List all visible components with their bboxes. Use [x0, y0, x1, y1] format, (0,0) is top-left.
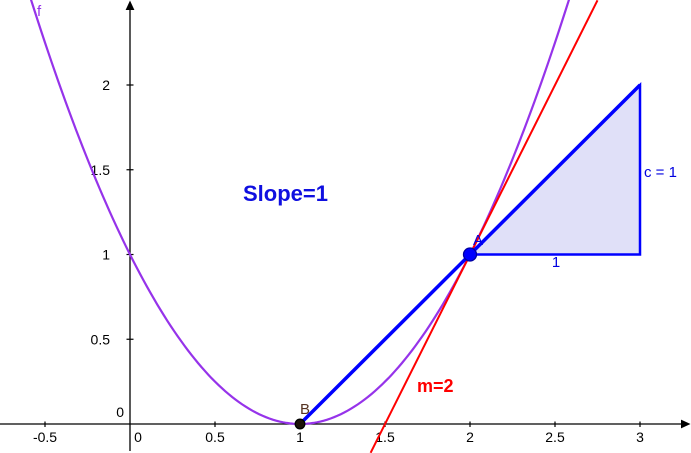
x-axis-tick-label: -0.5: [33, 429, 57, 445]
c-label: c = 1: [644, 164, 677, 181]
y-axis-tick-label: 0: [116, 404, 124, 420]
x-axis-arrowhead-icon: [681, 419, 691, 429]
y-axis-tick-label: 1: [102, 247, 110, 263]
x-axis-tick-label: 2: [466, 429, 474, 445]
f-label: f: [37, 3, 42, 20]
point-A[interactable]: [462, 247, 478, 262]
point-B-label: B: [300, 401, 310, 418]
shapes-layer: [18, 0, 642, 453]
x-axis-tick-label: 0.5: [205, 429, 225, 445]
x-axis-tick-label: 3: [636, 429, 644, 445]
x-axis-tick-label: 2.5: [545, 429, 565, 445]
point-B[interactable]: [294, 418, 306, 430]
y-axis-tick-label: 2: [102, 77, 110, 93]
x-axis-tick-label: 1: [296, 429, 304, 445]
points-layer: [294, 247, 478, 430]
run-label: 1: [552, 254, 560, 271]
x-axis-tick-label: 0: [134, 429, 142, 445]
y-axis-tick-label: 1.5: [91, 162, 111, 178]
y-axis-arrowhead-icon: [125, 0, 135, 10]
tangent-line[interactable]: [369, 0, 599, 453]
y-axis-tick-label: 0.5: [91, 331, 111, 347]
slope-text: Slope=1: [243, 181, 328, 206]
parabola-curve[interactable]: [18, 0, 582, 426]
tangent-label: m=2: [417, 376, 454, 396]
point-A-label: A: [473, 232, 483, 249]
labels-layer: f Slope=1 m=2 c = 1 1 A B: [37, 3, 677, 418]
